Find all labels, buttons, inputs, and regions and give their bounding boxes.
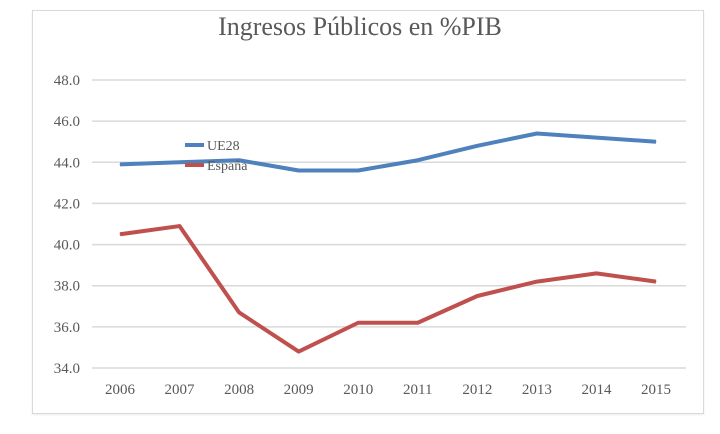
y-tick-label: 48.0 bbox=[54, 73, 80, 89]
x-tick-label: 2010 bbox=[343, 382, 373, 398]
legend-label: España bbox=[207, 159, 248, 174]
x-tick-label: 2013 bbox=[522, 382, 552, 398]
y-tick-label: 38.0 bbox=[54, 279, 80, 295]
y-axis-ticks: 34.0 36.0 38.0 40.0 42.0 44.0 46.0 48.0 bbox=[54, 73, 80, 377]
data-point bbox=[357, 322, 359, 324]
data-point bbox=[357, 170, 359, 172]
x-tick-label: 2007 bbox=[165, 382, 196, 398]
data-point bbox=[595, 137, 597, 139]
x-tick-label: 2008 bbox=[224, 382, 254, 398]
legend-label: UE28 bbox=[207, 139, 240, 154]
x-tick-label: 2006 bbox=[105, 382, 136, 398]
data-point bbox=[417, 322, 419, 324]
data-point bbox=[655, 281, 657, 283]
y-tick-label: 34.0 bbox=[54, 361, 80, 377]
data-point bbox=[536, 132, 538, 134]
data-point bbox=[238, 311, 240, 313]
data-point bbox=[655, 141, 657, 143]
data-point bbox=[595, 272, 597, 274]
data-point bbox=[119, 233, 121, 235]
series-line-ue28 bbox=[119, 131, 657, 173]
series-line-espana bbox=[119, 224, 657, 354]
y-tick-label: 42.0 bbox=[54, 196, 80, 212]
data-point bbox=[238, 159, 240, 161]
x-tick-label: 2014 bbox=[581, 382, 612, 398]
x-axis-ticks: 2006 2007 2008 2009 2010 2011 2012 2013 2014 2015 bbox=[105, 382, 671, 398]
gridlines bbox=[92, 79, 686, 369]
series-lines bbox=[119, 131, 657, 354]
data-point bbox=[417, 159, 419, 161]
y-tick-label: 44.0 bbox=[54, 155, 80, 171]
y-tick-label: 40.0 bbox=[54, 238, 80, 254]
data-point bbox=[179, 225, 181, 227]
legend: UE28 España bbox=[185, 139, 248, 174]
x-tick-label: 2011 bbox=[403, 382, 432, 398]
data-point bbox=[298, 351, 300, 353]
y-tick-label: 36.0 bbox=[54, 320, 80, 336]
data-point bbox=[476, 145, 478, 147]
data-point bbox=[298, 170, 300, 172]
data-point bbox=[476, 295, 478, 297]
data-point bbox=[119, 163, 121, 165]
x-tick-label: 2015 bbox=[641, 382, 671, 398]
chart-frame bbox=[32, 10, 704, 414]
x-tick-label: 2012 bbox=[462, 382, 492, 398]
data-point bbox=[179, 161, 181, 163]
x-tick-label: 2009 bbox=[284, 382, 314, 398]
data-point bbox=[536, 281, 538, 283]
chart-title: Ingresos Públicos en %PIB bbox=[218, 12, 502, 41]
y-tick-label: 46.0 bbox=[54, 114, 80, 130]
